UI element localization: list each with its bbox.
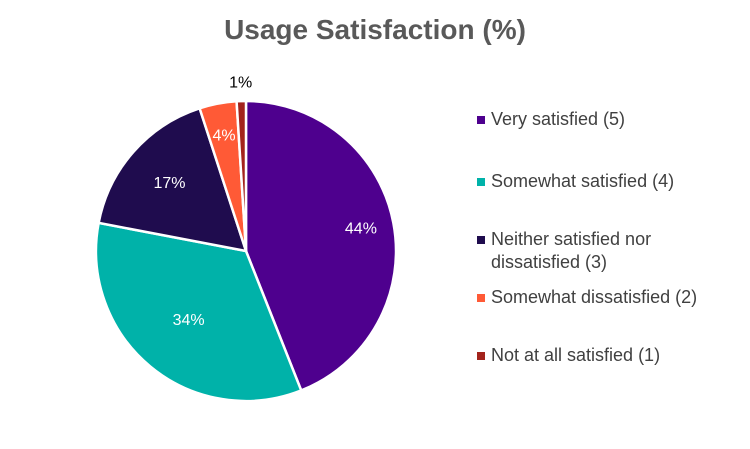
data-label-somewhat-satisfied: 34% <box>173 312 205 329</box>
legend-swatch <box>477 294 485 302</box>
pie-slice-very-satisfied <box>244 99 398 393</box>
pie-slice-not-at-all-satisfied <box>235 99 248 252</box>
legend-label: Very satisfied (5) <box>491 109 626 129</box>
pie-slice-somewhat-satisfied <box>94 221 303 403</box>
legend-label: Neither satisfied nor dissatisfied (3) <box>491 229 652 272</box>
legend-item-somewhat-satisfied: Somewhat satisfied (4) <box>477 170 742 193</box>
pie-slice-neither <box>97 106 248 253</box>
legend-label: Somewhat dissatisfied (2) <box>491 287 698 307</box>
legend-label: Somewhat satisfied (4) <box>491 171 675 191</box>
chart-title: Usage Satisfaction (%) <box>224 14 526 45</box>
legend-swatch <box>477 178 485 186</box>
legend-label: Not at all satisfied (1) <box>491 345 661 365</box>
legend-item-neither: Neither satisfied nor dissatisfied (3) <box>477 228 742 274</box>
data-label-neither: 17% <box>153 175 185 192</box>
legend-item-somewhat-dissatisfied: Somewhat dissatisfied (2) <box>477 286 742 309</box>
legend-swatch <box>477 236 485 244</box>
data-label-very-satisfied: 44% <box>345 221 377 238</box>
legend-swatch <box>477 352 485 360</box>
legend-item-not-at-all-satisfied: Not at all satisfied (1) <box>477 344 742 367</box>
legend-item-very-satisfied: Very satisfied (5) <box>477 108 742 131</box>
data-label-not-at-all-satisfied: 1% <box>229 75 252 92</box>
legend-swatch <box>477 116 485 124</box>
data-label-somewhat-dissatisfied: 4% <box>213 128 236 145</box>
